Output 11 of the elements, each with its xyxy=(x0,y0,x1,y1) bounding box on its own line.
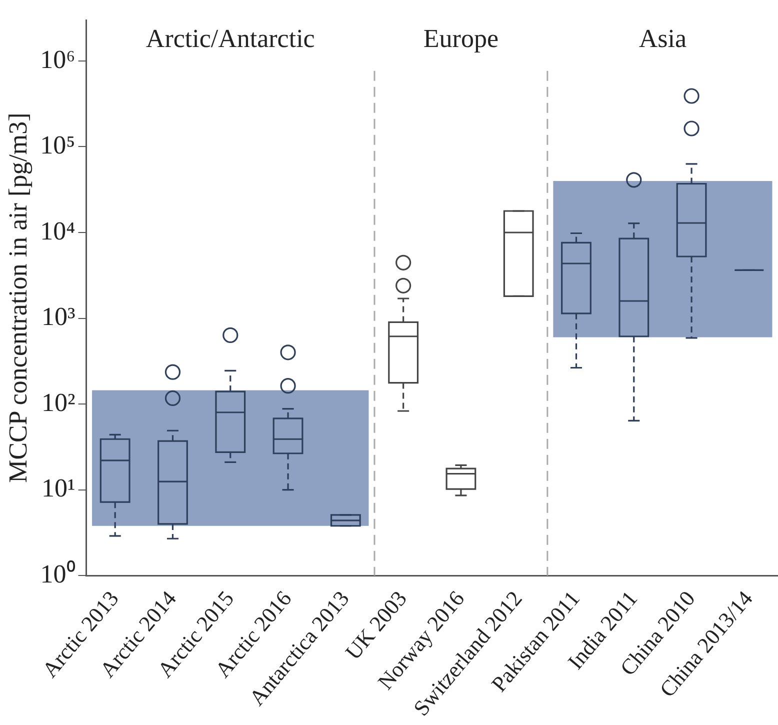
annotation: Asia xyxy=(638,24,687,53)
annotation: Europe xyxy=(423,24,498,53)
y-axis-title: MCCP concentration in air [pg/m3] xyxy=(3,112,32,483)
y-tick-label: 10⁴ xyxy=(40,216,76,246)
y-tick-label: 10¹ xyxy=(41,474,76,503)
y-tick-label: 10² xyxy=(41,388,76,417)
annotation: Arctic/Antarctic xyxy=(146,24,315,53)
y-tick-label: 10⁰ xyxy=(40,559,76,588)
y-tick-label: 10³ xyxy=(41,302,76,332)
y-tick-label: 10⁶ xyxy=(40,44,76,74)
y-tick-label: 10⁵ xyxy=(40,130,76,160)
